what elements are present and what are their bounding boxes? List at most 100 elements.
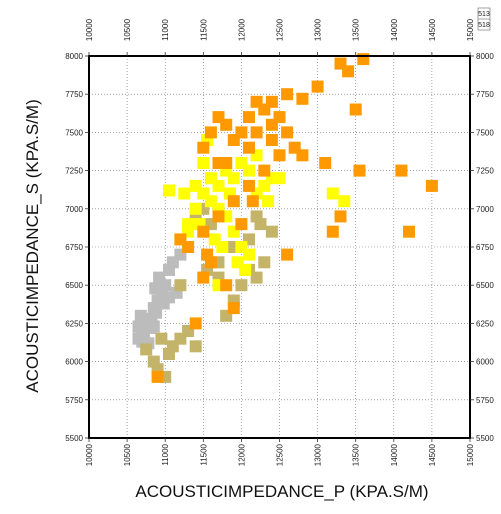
- x-tick-label-top: 14500: [428, 18, 437, 41]
- data-point-yellow: [208, 233, 221, 246]
- data-point-orange: [395, 164, 408, 177]
- data-point-orange: [273, 149, 286, 162]
- data-point-yellow: [212, 179, 225, 192]
- data-point-gray: [153, 271, 166, 284]
- data-point-olive: [174, 279, 187, 292]
- data-point-orange: [189, 317, 202, 330]
- data-point-yellow: [273, 172, 286, 185]
- data-point-yellow: [189, 179, 202, 192]
- data-points: [132, 53, 438, 383]
- x-tick-label-top: 10000: [85, 18, 94, 41]
- data-point-gray: [150, 306, 163, 319]
- x-tick-label-top: 10500: [123, 18, 132, 41]
- data-point-orange: [403, 225, 415, 238]
- data-point-yellow: [197, 157, 210, 169]
- data-point-orange: [334, 210, 347, 223]
- data-point-orange: [273, 111, 286, 124]
- data-point-yellow: [326, 187, 339, 200]
- y-tick-label-right: 8000: [476, 52, 494, 61]
- data-point-orange: [235, 218, 248, 231]
- data-point-orange: [319, 157, 332, 169]
- data-point-olive: [265, 225, 278, 238]
- data-point-orange: [265, 134, 278, 146]
- x-tick-label-bottom: 12500: [276, 443, 285, 466]
- x-tick-label-top: 12000: [237, 18, 246, 41]
- data-point-yellow: [338, 195, 351, 208]
- legend-label-518: 518: [478, 22, 490, 29]
- y-tick-label-left: 6250: [65, 319, 83, 328]
- data-point-yellow: [262, 195, 275, 208]
- x-tick-label-bottom: 10000: [85, 443, 94, 466]
- y-tick-label-right: 7750: [476, 90, 494, 99]
- y-tick-label-right: 5500: [476, 434, 494, 443]
- data-point-olive: [235, 279, 248, 292]
- y-tick-label-left: 7500: [65, 128, 83, 137]
- data-point-orange: [204, 126, 217, 139]
- data-point-olive: [189, 340, 202, 353]
- data-point-orange: [220, 118, 233, 131]
- x-tick-label-bottom: 12000: [237, 443, 246, 466]
- data-point-yellow: [243, 248, 255, 261]
- y-tick-label-right: 7500: [476, 128, 494, 137]
- x-tick-label-bottom: 14000: [390, 443, 399, 466]
- x-tick-label-bottom: 13500: [352, 443, 361, 466]
- data-point-gray: [149, 282, 162, 295]
- y-axis-title: ACOUSTICIMPEDANCE_S (KPA.S/M): [23, 99, 42, 392]
- data-point-yellow: [239, 263, 252, 276]
- x-tick-label-bottom: 11000: [161, 443, 170, 465]
- data-point-orange: [197, 141, 210, 154]
- y-tick-label-left: 6000: [65, 358, 83, 367]
- data-point-orange: [243, 141, 255, 154]
- data-point-orange: [212, 157, 225, 169]
- data-point-yellow: [189, 202, 202, 215]
- x-tick-label-top: 12500: [276, 18, 285, 41]
- data-point-gray: [132, 320, 145, 333]
- y-tick-label-left: 8000: [65, 52, 83, 61]
- y-tick-label-right: 6750: [476, 243, 494, 252]
- data-point-orange: [243, 179, 255, 192]
- y-tick-label-left: 7000: [65, 205, 83, 214]
- data-point-orange: [326, 225, 339, 238]
- data-point-orange: [353, 164, 366, 177]
- y-tick-label-left: 6750: [65, 243, 83, 252]
- x-tick-label-top: 13500: [352, 18, 361, 41]
- data-point-orange: [281, 248, 294, 261]
- y-tick-label-right: 6000: [476, 358, 494, 367]
- x-tick-label-top: 13000: [314, 18, 323, 41]
- data-point-orange: [227, 302, 240, 315]
- data-point-orange: [243, 111, 255, 124]
- data-point-orange: [246, 195, 259, 208]
- data-point-gray: [163, 291, 175, 304]
- legend-fragment: 513 518: [477, 7, 491, 31]
- data-point-yellow: [243, 164, 255, 177]
- x-tick-label-bottom: 11500: [199, 443, 208, 465]
- x-tick-label-bottom: 15000: [466, 443, 475, 466]
- x-tick-label-bottom: 14500: [428, 443, 437, 466]
- axis-ticks: 10000 10000 10500 10500 11000 11000 11500 11500…: [65, 18, 494, 466]
- data-point-olive: [250, 210, 263, 223]
- data-point-orange: [201, 248, 214, 261]
- y-tick-label-left: 6500: [65, 281, 83, 290]
- x-tick-label-top: 11000: [161, 19, 170, 41]
- y-tick-label-right: 6500: [476, 281, 494, 290]
- y-tick-label-right: 6250: [476, 319, 494, 328]
- data-point-olive: [155, 332, 168, 345]
- y-tick-label-left: 7750: [65, 90, 83, 99]
- y-tick-label-left: 7250: [65, 167, 83, 176]
- x-tick-label-bottom: 10500: [123, 443, 132, 466]
- data-point-orange: [281, 88, 294, 101]
- data-point-orange: [311, 80, 324, 93]
- data-point-yellow: [163, 184, 175, 197]
- data-point-olive: [258, 256, 271, 269]
- x-tick-label-bottom: 13000: [314, 443, 323, 466]
- data-point-orange: [265, 95, 278, 108]
- data-point-orange: [334, 57, 347, 70]
- x-tick-label-top: 14000: [390, 18, 399, 41]
- data-point-orange: [258, 164, 271, 177]
- data-point-orange: [151, 370, 164, 383]
- data-point-orange: [349, 103, 362, 116]
- y-tick-label-right: 5750: [476, 396, 494, 405]
- data-point-yellow: [178, 187, 191, 200]
